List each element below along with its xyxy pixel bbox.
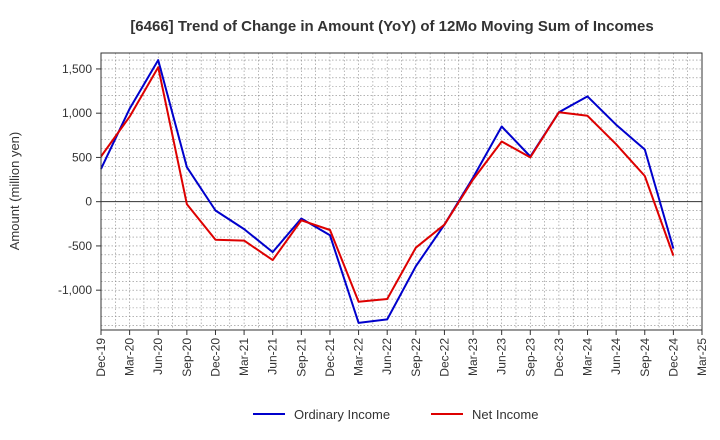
y-axis-ticks: 1,500 1,000 500 0 -500 -1,000 (58, 62, 101, 297)
x-tick-label: Sep-21 (294, 338, 308, 377)
x-axis-ticks: Dec-19 Mar-20 Jun-20 Sep-20 Dec-20 Mar-21 Jun-… (94, 330, 709, 377)
series-line-net-income (100, 66, 675, 303)
x-tick-label: Mar-25 (695, 338, 709, 376)
y-tick-label: -500 (68, 239, 92, 253)
x-tick-label: Sep-22 (409, 338, 423, 377)
y-tick-label: -1,000 (58, 283, 92, 297)
x-tick-label: Sep-23 (523, 338, 537, 377)
legend-label: Net Income (472, 407, 538, 422)
x-tick-label: Dec-24 (666, 338, 680, 377)
x-tick-label: Jun-21 (266, 338, 280, 375)
x-tick-label: Mar-20 (123, 338, 137, 376)
y-tick-label: 1,500 (62, 62, 92, 76)
legend-label: Ordinary Income (294, 407, 390, 422)
x-tick-label: Mar-21 (237, 338, 251, 376)
series-line-ordinary-income (100, 59, 675, 324)
x-tick-label: Dec-19 (94, 338, 108, 377)
x-tick-label: Mar-24 (581, 338, 595, 376)
series-lines (100, 59, 675, 324)
y-axis-label: Amount (million yen) (7, 132, 22, 251)
plot-border (100, 52, 703, 331)
y-tick-label: 0 (85, 195, 92, 209)
y-tick-label: 500 (72, 150, 92, 164)
x-tick-label: Dec-22 (437, 338, 451, 377)
x-tick-label: Jun-23 (495, 338, 509, 375)
x-tick-label: Jun-22 (380, 338, 394, 375)
x-tick-label: Jun-24 (609, 338, 623, 375)
x-tick-label: Dec-23 (552, 338, 566, 377)
x-tick-label: Jun-20 (151, 338, 165, 375)
x-tick-label: Sep-20 (180, 338, 194, 377)
x-tick-label: Mar-22 (352, 338, 366, 376)
x-tick-label: Sep-24 (638, 338, 652, 377)
y-tick-label: 1,000 (62, 106, 92, 120)
x-tick-label: Mar-23 (466, 338, 480, 376)
grid (101, 53, 702, 330)
x-tick-label: Dec-21 (323, 338, 337, 377)
legend: Ordinary Income Net Income (253, 407, 538, 422)
chart-title: [6466] Trend of Change in Amount (YoY) o… (130, 18, 653, 35)
x-tick-label: Dec-20 (208, 338, 222, 377)
